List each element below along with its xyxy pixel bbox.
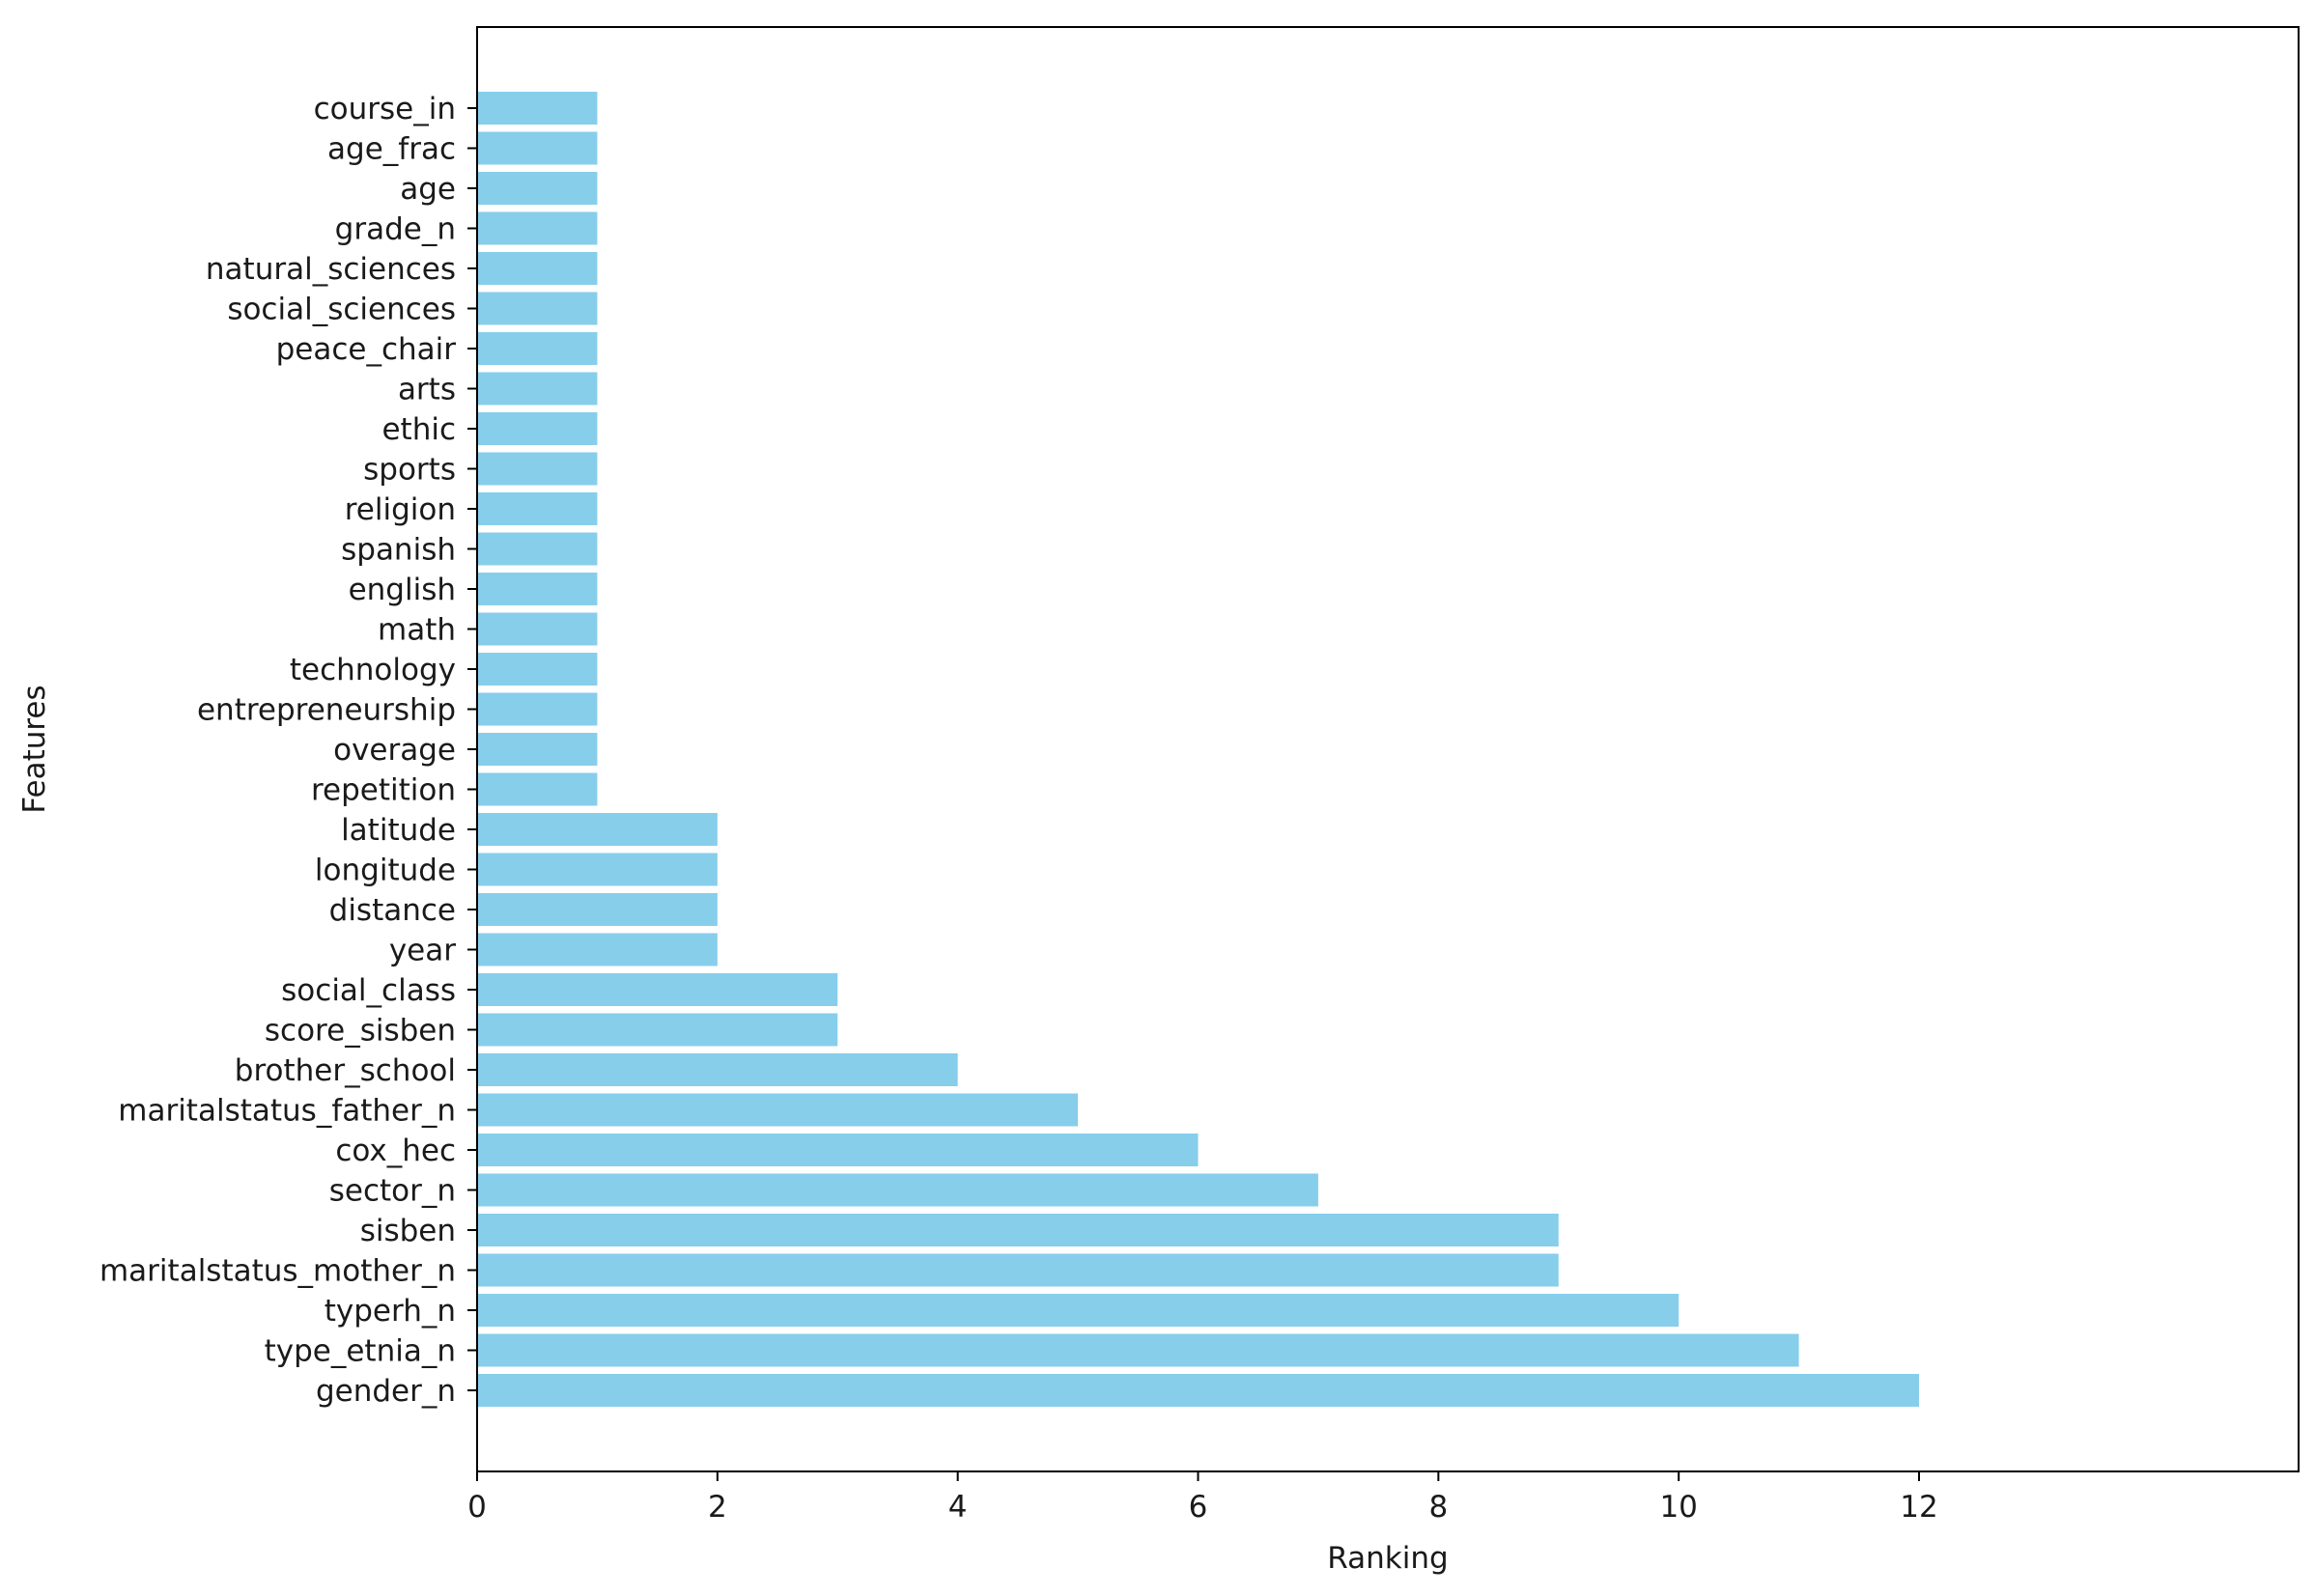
bar-social_class xyxy=(477,973,838,1006)
y-tick-label-brother_school: brother_school xyxy=(235,1053,456,1088)
y-tick-label-typerh_n: typerh_n xyxy=(325,1294,456,1329)
bar-peace_chair xyxy=(477,332,598,365)
bar-entrepreneurship xyxy=(477,692,598,726)
bar-longitude xyxy=(477,853,718,886)
x-tick-label: 6 xyxy=(1189,1490,1208,1525)
plot-frame xyxy=(476,26,2300,1472)
y-tick-label-arts: arts xyxy=(398,373,456,407)
y-tick-label-longitude: longitude xyxy=(315,854,456,888)
y-tick-label-latitude: latitude xyxy=(341,813,456,848)
bar-score_sisben xyxy=(477,1013,838,1047)
bar-grade_n xyxy=(477,211,598,245)
y-tick-label-type_etnia_n: type_etnia_n xyxy=(265,1334,456,1369)
y-tick-label-score_sisben: score_sisben xyxy=(265,1014,456,1049)
y-tick-label-repetition: repetition xyxy=(311,773,456,808)
y-tick-label-social_sciences: social_sciences xyxy=(227,293,456,327)
y-tick-label-maritalstatus_mother_n: maritalstatus_mother_n xyxy=(99,1254,456,1289)
x-tick-label: 12 xyxy=(1900,1490,1937,1525)
bar-repetition xyxy=(477,772,598,806)
bar-year xyxy=(477,933,718,966)
bar-brother_school xyxy=(477,1053,958,1086)
y-tick-label-grade_n: grade_n xyxy=(335,212,456,247)
x-tick-label: 8 xyxy=(1428,1490,1448,1525)
y-axis-label: Features xyxy=(17,685,52,813)
x-axis-label: Ranking xyxy=(1327,1541,1448,1576)
x-tick-label: 4 xyxy=(948,1490,968,1525)
bar-type_etnia_n xyxy=(477,1333,1799,1367)
bar-age_frac xyxy=(477,131,598,165)
y-tick-label-spanish: spanish xyxy=(341,533,456,568)
x-tick-label: 0 xyxy=(467,1490,487,1525)
y-tick-label-maritalstatus_father_n: maritalstatus_father_n xyxy=(118,1094,456,1129)
bar-gender_n xyxy=(477,1374,1919,1407)
bar-course_in xyxy=(477,92,598,125)
y-tick-label-cox_hec: cox_hec xyxy=(335,1134,456,1168)
bar-maritalstatus_mother_n xyxy=(477,1253,1559,1287)
y-tick-label-age_frac: age_frac xyxy=(327,132,456,167)
bar-religion xyxy=(477,492,598,525)
bar-distance xyxy=(477,893,718,926)
y-tick-label-sector_n: sector_n xyxy=(329,1174,456,1209)
y-tick-label-social_class: social_class xyxy=(281,973,456,1008)
y-tick-label-ethic: ethic xyxy=(381,412,456,447)
y-tick-label-course_in: course_in xyxy=(314,92,456,126)
y-tick-label-natural_sciences: natural_sciences xyxy=(206,252,456,287)
bar-ethic xyxy=(477,412,598,445)
bar-spanish xyxy=(477,532,598,566)
y-tick-label-overage: overage xyxy=(333,733,456,768)
bar-sports xyxy=(477,452,598,486)
bar-sisben xyxy=(477,1214,1559,1246)
y-tick-label-gender_n: gender_n xyxy=(316,1374,456,1409)
bar-typerh_n xyxy=(477,1294,1680,1327)
bar-latitude xyxy=(477,813,718,846)
y-tick-label-technology: technology xyxy=(290,653,456,687)
bar-cox_hec xyxy=(477,1134,1199,1166)
y-tick-label-math: math xyxy=(378,613,456,648)
bars-group xyxy=(477,92,1919,1407)
y-tick-label-distance: distance xyxy=(329,893,456,928)
bar-overage xyxy=(477,733,598,766)
bar-maritalstatus_father_n xyxy=(477,1093,1079,1127)
y-tick-label-sports: sports xyxy=(363,453,456,488)
bar-english xyxy=(477,573,598,605)
bar-social_sciences xyxy=(477,292,598,325)
y-tick-label-year: year xyxy=(389,934,456,968)
y-tick-label-peace_chair: peace_chair xyxy=(276,332,457,367)
bar-technology xyxy=(477,653,598,686)
y-tick-label-age: age xyxy=(400,172,456,207)
y-tick-label-entrepreneurship: entrepreneurship xyxy=(197,693,456,728)
y-tick-label-sisben: sisben xyxy=(360,1214,456,1248)
y-tick-label-religion: religion xyxy=(345,492,456,527)
bar-sector_n xyxy=(477,1173,1318,1207)
x-tick-label: 2 xyxy=(708,1490,727,1525)
bar-age xyxy=(477,172,598,205)
bar-arts xyxy=(477,372,598,406)
bar-math xyxy=(477,612,598,646)
bar-natural_sciences xyxy=(477,252,598,285)
x-ticks-group: 0 2 4 6 8 10 12 xyxy=(467,1471,1938,1525)
x-tick-label: 10 xyxy=(1659,1490,1697,1525)
y-tick-label-english: english xyxy=(349,573,456,607)
